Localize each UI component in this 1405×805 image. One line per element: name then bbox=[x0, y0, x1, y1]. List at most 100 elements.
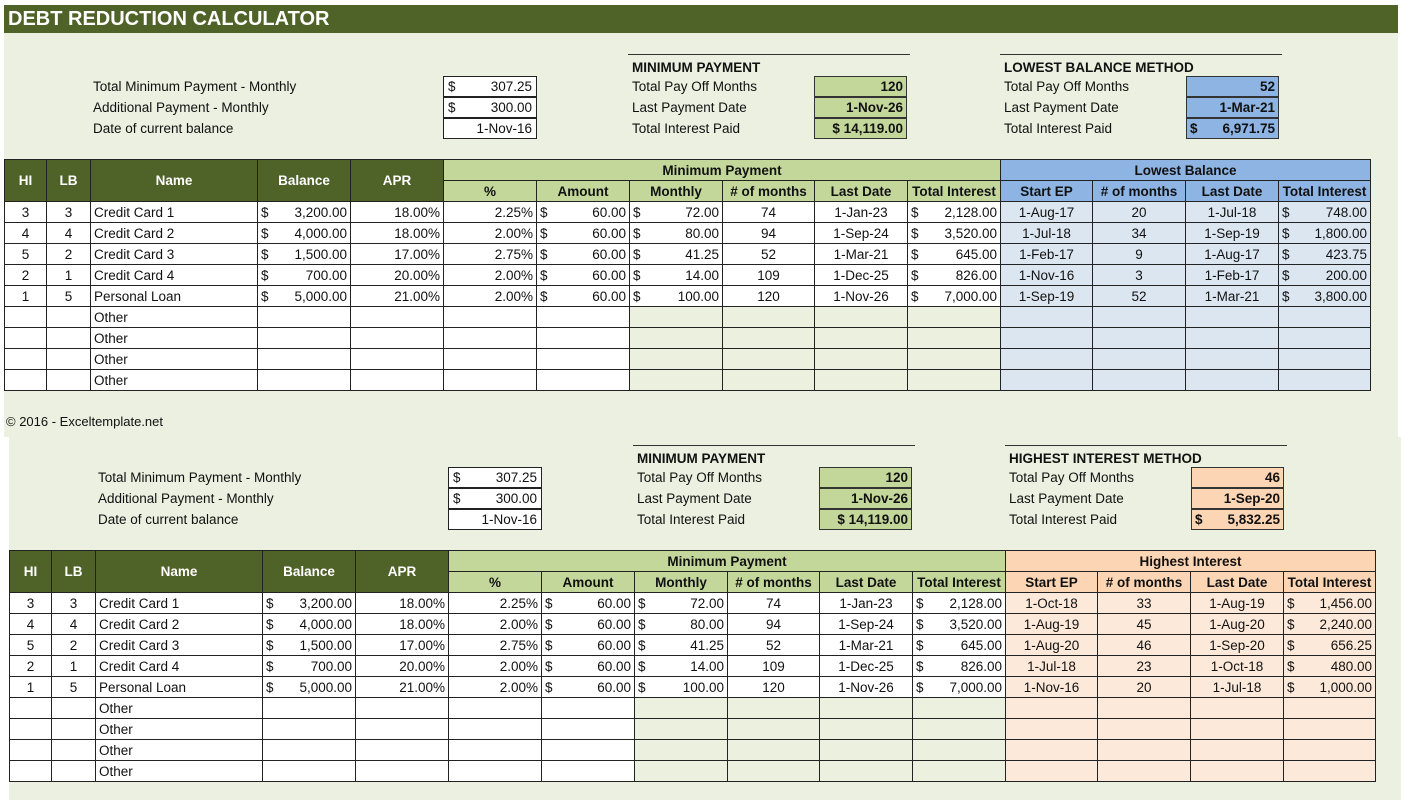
cell-value: Other bbox=[99, 721, 133, 737]
cell[interactable]: Personal Loan bbox=[90, 285, 258, 307]
currency-symbol: $ bbox=[1287, 658, 1295, 674]
min-panel-title: MINIMUM PAYMENT bbox=[633, 445, 915, 469]
cell-value: 21.00% bbox=[394, 288, 440, 304]
input-field-2[interactable]: 1-Nov-16 bbox=[443, 118, 537, 139]
cell: 1-Jan-23 bbox=[819, 592, 913, 614]
cell-value: 5 bbox=[64, 288, 73, 304]
cell-value: Other bbox=[99, 700, 133, 716]
cell-value: 1-Sep-24 bbox=[838, 616, 894, 632]
cell: 21.00% bbox=[355, 676, 449, 698]
cell-value: 1-Sep-20 bbox=[1209, 637, 1265, 653]
input-field-2[interactable]: 1-Nov-16 bbox=[448, 509, 542, 530]
currency-symbol: $ bbox=[261, 204, 269, 220]
currency-symbol: $ bbox=[266, 595, 274, 611]
cell-value: Credit Card 4 bbox=[99, 658, 180, 674]
cell[interactable]: Other bbox=[90, 327, 258, 349]
currency-symbol: $ bbox=[911, 246, 919, 262]
summary-label: Last Payment Date bbox=[1004, 100, 1119, 115]
cell[interactable]: Other bbox=[95, 760, 263, 782]
cell: $2,240.00 bbox=[1282, 613, 1377, 635]
cell: 1-Mar-21 bbox=[819, 634, 913, 656]
cell-value: 1-Aug-17 bbox=[1018, 204, 1075, 220]
currency-symbol: $ bbox=[916, 616, 924, 632]
cell-value: Other bbox=[99, 742, 133, 758]
cell[interactable]: Personal Loan bbox=[95, 676, 263, 698]
cell-value: 74 bbox=[765, 595, 782, 611]
cell: 1-Mar-21 bbox=[814, 243, 908, 265]
input-field-1[interactable]: $300.00 bbox=[448, 488, 542, 509]
summary-value: 46 bbox=[1191, 467, 1284, 488]
cell[interactable]: Credit Card 2 bbox=[95, 613, 263, 635]
cell bbox=[4, 369, 47, 391]
subheader: Last Date bbox=[814, 180, 908, 202]
cell-value: 1,500.00 bbox=[294, 246, 347, 262]
input-value: 1-Nov-16 bbox=[476, 121, 532, 136]
input-field-1[interactable]: $300.00 bbox=[443, 97, 537, 118]
min-panel-title: MINIMUM PAYMENT bbox=[628, 54, 910, 78]
cell-value: 748.00 bbox=[1325, 204, 1368, 220]
input-value: 300.00 bbox=[495, 491, 537, 506]
cell-value: 645.00 bbox=[960, 637, 1002, 653]
cell bbox=[541, 697, 635, 719]
summary-label: Last Payment Date bbox=[1009, 491, 1124, 506]
table-row: 4 4 Credit Card 2 $4,000.00 18.00% 2.00% $60.0… bbox=[4, 222, 1372, 244]
cell: 1-Nov-16 bbox=[1000, 264, 1093, 286]
cell-value: 1-Jul-18 bbox=[1212, 679, 1262, 695]
cell bbox=[912, 739, 1006, 761]
cell[interactable]: Credit Card 1 bbox=[90, 201, 258, 223]
cell[interactable]: Other bbox=[90, 306, 258, 328]
value-text: 1-Sep-20 bbox=[1223, 491, 1280, 506]
cell[interactable]: Credit Card 2 bbox=[90, 222, 258, 244]
input-field-0[interactable]: $307.25 bbox=[448, 467, 542, 488]
cell: 1-Aug-19 bbox=[1190, 592, 1284, 614]
cell: $14.00 bbox=[629, 264, 723, 286]
cell[interactable]: Credit Card 4 bbox=[90, 264, 258, 286]
cell: 1-Sep-24 bbox=[819, 613, 913, 635]
cell: 5 bbox=[4, 243, 47, 265]
cell bbox=[907, 348, 1001, 370]
cell bbox=[907, 327, 1001, 349]
cell-value: Other bbox=[94, 372, 128, 388]
cell-value: 2 bbox=[64, 246, 73, 262]
cell[interactable]: Credit Card 3 bbox=[95, 634, 263, 656]
cell-value: 4 bbox=[64, 225, 73, 241]
currency-symbol: $ bbox=[916, 595, 924, 611]
table-row: 2 1 Credit Card 4 $700.00 20.00% 2.00% $60.00 $… bbox=[4, 264, 1372, 286]
cell[interactable]: Other bbox=[95, 697, 263, 719]
cell-value: 3,520.00 bbox=[949, 616, 1002, 632]
cell: $1,500.00 bbox=[262, 634, 356, 656]
cell: $60.00 bbox=[536, 201, 630, 223]
currency-symbol: $ bbox=[545, 616, 553, 632]
cell bbox=[1000, 327, 1093, 349]
cell[interactable]: Other bbox=[95, 739, 263, 761]
subheader: Total Interest bbox=[907, 180, 1001, 202]
cell[interactable]: Other bbox=[90, 369, 258, 391]
cell bbox=[1277, 327, 1372, 349]
cell bbox=[629, 327, 723, 349]
table-row: Other bbox=[9, 739, 1377, 761]
cell[interactable]: Other bbox=[90, 348, 258, 370]
cell-value: 700.00 bbox=[305, 267, 347, 283]
cell[interactable]: Credit Card 3 bbox=[90, 243, 258, 265]
cell[interactable]: Other bbox=[95, 718, 263, 740]
input-label: Date of current balance bbox=[93, 121, 234, 136]
cell[interactable]: Credit Card 4 bbox=[95, 655, 263, 677]
summary-label: Total Pay Off Months bbox=[637, 470, 763, 485]
cell: 2.00% bbox=[448, 613, 542, 635]
cell bbox=[1282, 760, 1377, 782]
cell bbox=[1097, 697, 1191, 719]
currency-symbol: $ bbox=[545, 679, 553, 695]
cell bbox=[448, 697, 542, 719]
cell: 5 bbox=[46, 285, 91, 307]
header-name: Name bbox=[95, 550, 263, 593]
cell: 1-Nov-16 bbox=[1005, 676, 1098, 698]
cell: 1-Dec-25 bbox=[819, 655, 913, 677]
cell[interactable]: Credit Card 1 bbox=[95, 592, 263, 614]
cell bbox=[448, 718, 542, 740]
input-field-0[interactable]: $307.25 bbox=[443, 76, 537, 97]
cell-value: 100.00 bbox=[682, 679, 724, 695]
cell-value: 60.00 bbox=[597, 637, 631, 653]
cell-value: 3 bbox=[26, 595, 35, 611]
currency-symbol: $ bbox=[540, 288, 548, 304]
lowest-balance-block: Total Minimum Payment - Monthly $307.25 Ad… bbox=[4, 54, 1374, 391]
